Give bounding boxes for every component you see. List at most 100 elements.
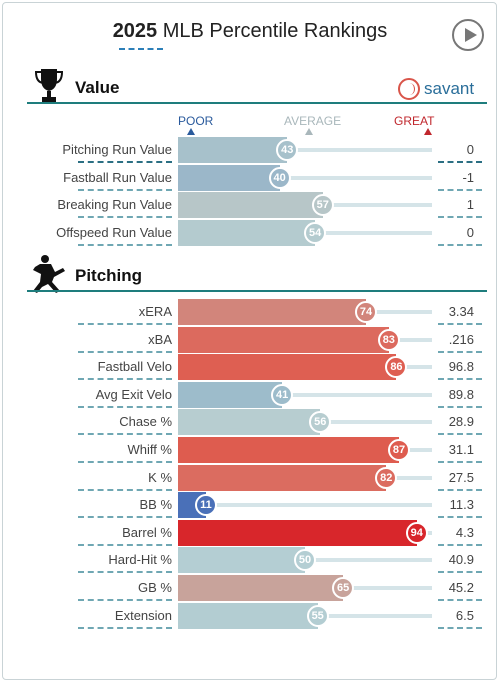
metric-label: Breaking Run Value <box>57 197 172 212</box>
stat-value: 3.34 <box>448 304 474 319</box>
row-divider <box>78 161 172 163</box>
percentile-badge[interactable]: 83 <box>377 328 400 351</box>
row-divider <box>78 323 172 325</box>
percentile-row[interactable]: xBA 83 .216 <box>0 326 500 353</box>
metric-label: Avg Exit Velo <box>95 386 172 402</box>
value-divider <box>438 599 482 601</box>
percentile-track <box>178 392 432 397</box>
baseball-icon <box>398 78 420 100</box>
row-divider <box>78 516 172 519</box>
stat-value: 31.1 <box>448 442 474 457</box>
percentile-row[interactable]: GB % 65 45.2 <box>0 575 500 601</box>
value-divider <box>438 543 482 546</box>
percentile-track <box>178 503 432 508</box>
percentile-badge[interactable]: 87 <box>387 439 410 461</box>
metric-label: Whiff % <box>127 442 172 457</box>
percentile-badge[interactable]: 86 <box>385 356 408 379</box>
scale-average-label: AVERAGE <box>284 114 342 128</box>
stat-value: 6.5 <box>455 607 474 623</box>
value-section-header: Value <box>27 64 487 104</box>
average-marker-icon <box>305 128 313 135</box>
percentile-row[interactable]: Barrel % 94 4.3 <box>0 519 500 546</box>
pitching-section-rule <box>27 290 487 292</box>
great-marker-icon <box>424 128 432 135</box>
row-divider <box>78 216 172 218</box>
percentile-badge[interactable]: 41 <box>271 383 294 406</box>
percentile-row[interactable]: Pitching Run Value 43 0 <box>0 137 500 163</box>
value-divider <box>438 188 482 191</box>
row-divider <box>78 626 172 629</box>
percentile-row[interactable]: BB % 11 11.3 <box>0 492 500 519</box>
scale-poor-label: POOR <box>178 114 214 128</box>
percentile-row[interactable]: Breaking Run Value 57 1 <box>0 192 500 218</box>
percentile-badge[interactable]: 57 <box>311 194 334 216</box>
row-divider <box>78 378 172 381</box>
percentile-badge[interactable]: 74 <box>354 301 377 323</box>
percentile-row[interactable]: Fastball Velo 86 96.8 <box>0 354 500 381</box>
percentile-badge[interactable]: 50 <box>294 549 316 572</box>
percentile-badge[interactable]: 56 <box>309 411 332 434</box>
stat-value: 45.2 <box>448 580 474 595</box>
percentile-bar <box>178 381 283 408</box>
value-divider <box>438 626 482 629</box>
value-divider <box>438 350 482 353</box>
percentile-badge[interactable]: 54 <box>304 221 327 244</box>
percentile-row[interactable]: xERA 74 3.34 <box>0 299 500 325</box>
metric-label: Barrel % <box>122 524 172 540</box>
percentile-bar <box>178 326 389 353</box>
title-text: MLB Percentile Rankings <box>157 20 388 42</box>
percentile-badge[interactable]: 43 <box>276 139 299 161</box>
percentile-bar <box>178 519 417 546</box>
percentile-row[interactable]: Offspeed Run Value 54 0 <box>0 219 500 246</box>
percentile-badge[interactable]: 40 <box>268 166 291 189</box>
row-divider <box>78 461 172 463</box>
stat-value: 96.8 <box>448 359 474 375</box>
metric-label: BB % <box>139 497 172 513</box>
percentile-bar <box>178 437 399 463</box>
percentile-badge[interactable]: 55 <box>306 604 329 627</box>
stat-value: 4.3 <box>455 524 474 540</box>
percentile-badge[interactable]: 94 <box>405 521 428 544</box>
percentile-bar <box>178 192 323 218</box>
percentile-row[interactable]: Whiff % 87 31.1 <box>0 437 500 463</box>
value-divider <box>438 161 482 163</box>
percentile-row[interactable]: Chase % 56 28.9 <box>0 409 500 436</box>
value-divider <box>438 516 482 519</box>
percentile-row[interactable]: Avg Exit Velo 41 89.8 <box>0 381 500 408</box>
row-divider <box>78 571 172 574</box>
percentile-bar <box>178 602 318 629</box>
savant-brand: savant <box>424 79 475 98</box>
percentile-row[interactable]: Hard-Hit % 50 40.9 <box>0 547 500 574</box>
row-divider <box>78 188 172 191</box>
percentile-badge[interactable]: 11 <box>194 494 217 517</box>
row-divider <box>78 350 172 353</box>
percentile-badge[interactable]: 65 <box>332 577 355 599</box>
metric-label: Chase % <box>119 414 172 430</box>
percentile-badge[interactable]: 82 <box>375 466 398 489</box>
metric-label: Fastball Velo <box>97 359 172 375</box>
row-divider <box>78 599 172 601</box>
percentile-track <box>178 148 432 152</box>
metric-label: Offspeed Run Value <box>56 224 172 240</box>
value-divider <box>438 323 482 325</box>
percentile-bar <box>178 299 366 325</box>
row-divider <box>78 433 172 436</box>
metric-label: Fastball Run Value <box>63 169 172 185</box>
percentile-track <box>178 175 432 180</box>
value-divider <box>438 405 482 408</box>
percentile-row[interactable]: Fastball Run Value 40 -1 <box>0 164 500 191</box>
percentile-row[interactable]: K % 82 27.5 <box>0 464 500 491</box>
percentile-row[interactable]: Extension 55 6.5 <box>0 602 500 629</box>
percentile-bar <box>178 164 280 191</box>
value-divider <box>438 488 482 491</box>
metric-label: xERA <box>138 304 172 319</box>
play-icon[interactable] <box>452 19 484 51</box>
percentile-bar <box>178 575 344 601</box>
row-divider <box>78 488 172 491</box>
value-divider <box>438 216 482 218</box>
value-divider <box>438 378 482 381</box>
page-title: 2025 MLB Percentile Rankings <box>0 20 500 43</box>
value-divider <box>438 243 482 246</box>
year-underline <box>119 48 163 50</box>
percentile-bar <box>178 409 321 436</box>
